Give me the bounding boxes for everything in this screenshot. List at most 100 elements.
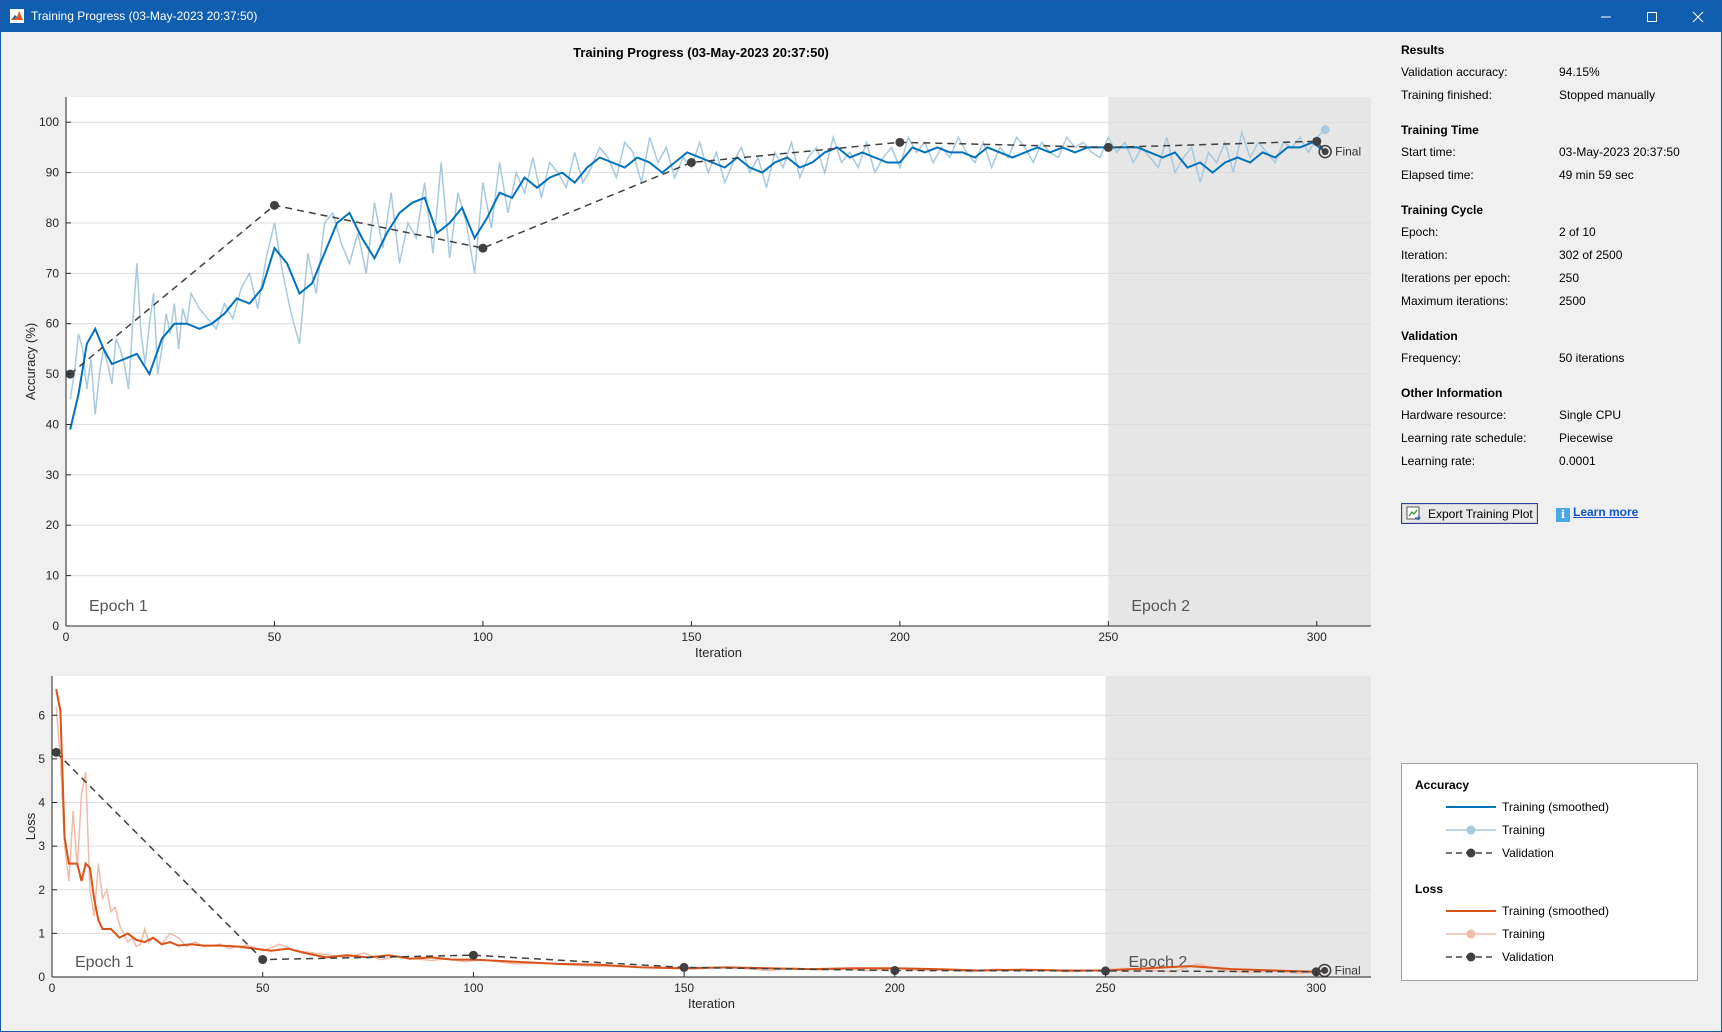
loss-training-smoothed-line: [55, 688, 1325, 973]
learning-rate-label: Learning rate:: [1401, 454, 1476, 468]
iteration-label: Iteration:: [1401, 248, 1448, 262]
export-training-plot-button[interactable]: Export Training Plot: [1401, 503, 1538, 524]
learning-rate-value: 0.0001: [1559, 454, 1596, 468]
loss-validation-point: [51, 747, 61, 757]
acc-y-tick-label: 20: [46, 518, 60, 532]
loss-y-tick-label: 5: [38, 752, 45, 766]
acc-x-tick-label: 300: [1307, 630, 1327, 644]
acc-x-tick-label: 0: [63, 630, 70, 644]
acc-validation-point: [1103, 142, 1113, 152]
loss-x-axis-label: Iteration: [688, 996, 735, 1011]
window-title: Training Progress (03-May-2023 20:37:50): [31, 9, 258, 23]
loss-y-tick-label: 4: [38, 796, 45, 810]
acc-final-marker-ring: [1318, 144, 1332, 159]
plot-title: Training Progress (03-May-2023 20:37:50): [573, 45, 829, 60]
acc-epoch-shade: [1108, 97, 1371, 626]
results-heading: Results: [1401, 43, 1445, 57]
minimize-icon: [1601, 16, 1611, 18]
frequency-value: 50 iterations: [1559, 351, 1625, 365]
legend-loss-validation-label: Validation: [1502, 950, 1554, 964]
loss-validation-line: [55, 751, 1325, 973]
loss-validation-point: [468, 950, 478, 960]
acc-y-tick-label: 10: [46, 569, 60, 583]
hardware-resource-label: Hardware resource:: [1401, 408, 1507, 422]
iterations-per-epoch-value: 250: [1559, 271, 1580, 285]
loss-validation-point: [679, 962, 689, 972]
acc-y-tick-label: 0: [52, 619, 59, 633]
acc-x-tick-label: 250: [1098, 630, 1118, 644]
validation-heading: Validation: [1401, 329, 1458, 343]
loss-y-tick-label: 2: [38, 883, 45, 897]
acc-validation-point: [269, 200, 279, 210]
loss-x-tick-label: 100: [463, 981, 483, 995]
epoch-label: Epoch:: [1401, 225, 1439, 239]
acc-x-tick-label: 100: [473, 630, 493, 644]
acc-validation-point: [686, 157, 696, 167]
acc-training-raw-line: [69, 129, 1326, 415]
title-bar[interactable]: Training Progress (03-May-2023 20:37:50): [1, 1, 1721, 32]
loss-x-tick-label: 0: [49, 981, 56, 995]
loss-epoch-shade: [1105, 676, 1371, 977]
acc-y-axis-label: Accuracy (%): [23, 323, 38, 400]
acc-epoch-label: Epoch 1: [89, 598, 148, 615]
loss-validation-point: [1101, 966, 1111, 976]
training-finished-label: Training finished:: [1401, 88, 1492, 102]
training-time-heading: Training Time: [1401, 123, 1479, 137]
loss-final-marker-ring: [1317, 963, 1332, 978]
learn-more-link[interactable]: i Learn more: [1556, 505, 1638, 522]
acc-validation-line: [69, 140, 1326, 375]
legend-acc-smoothed-label: Training (smoothed): [1502, 800, 1609, 814]
acc-validation-point: [895, 137, 905, 147]
acc-x-tick-label: 50: [268, 630, 282, 644]
training-plots: Training Progress (03-May-2023 20:37:50)…: [23, 45, 1371, 1011]
loss-x-tick-label: 250: [1095, 981, 1115, 995]
maximum-iterations-label: Maximum iterations:: [1401, 294, 1509, 308]
epoch-value: 2 of 10: [1559, 225, 1596, 239]
acc-epoch-label: Epoch 2: [1131, 598, 1190, 615]
maximize-icon: [1647, 12, 1657, 22]
learning-rate-schedule-label: Learning rate schedule:: [1401, 431, 1527, 445]
loss-validation-point: [890, 965, 900, 975]
legend-loss-validation-swatch: [1446, 952, 1496, 962]
acc-y-tick-label: 90: [46, 166, 60, 180]
acc-y-tick-label: 40: [46, 417, 60, 431]
loss-x-tick-label: 300: [1306, 981, 1326, 995]
export-plot-icon: [1406, 506, 1421, 521]
minimize-button[interactable]: [1583, 1, 1629, 32]
elapsed-time-value: 49 min 59 sec: [1559, 168, 1634, 182]
loss-y-tick-label: 3: [38, 839, 45, 853]
acc-y-tick-label: 60: [46, 317, 60, 331]
loss-y-tick-label: 0: [38, 970, 45, 984]
legend-loss-raw-label: Training: [1502, 927, 1545, 941]
acc-x-tick-label: 200: [890, 630, 910, 644]
validation-accuracy-label: Validation accuracy:: [1401, 65, 1508, 79]
legend-acc-validation-swatch: [1446, 848, 1496, 858]
maximum-iterations-value: 2500: [1559, 294, 1586, 308]
learning-rate-schedule-value: Piecewise: [1559, 431, 1614, 445]
legend-acc-raw-label: Training: [1502, 823, 1545, 837]
loss-y-tick-label: 1: [38, 926, 45, 940]
iterations-per-epoch-label: Iterations per epoch:: [1401, 271, 1511, 285]
export-training-plot-label: Export Training Plot: [1428, 507, 1533, 521]
training-finished-value: Stopped manually: [1559, 88, 1656, 102]
maximize-button[interactable]: [1629, 1, 1675, 32]
training-cycle-heading: Training Cycle: [1401, 203, 1484, 217]
info-icon: i: [1556, 508, 1570, 522]
legend-loss-raw-swatch: [1446, 929, 1496, 939]
accuracy-chart: Epoch 1 Epoch 2 Final 0 10 20 30 40 50 60 70 80 90 10…: [23, 97, 1371, 660]
acc-y-tick-label: 30: [46, 468, 60, 482]
legend-acc-validation-label: Validation: [1502, 846, 1554, 860]
acc-validation-point: [1312, 136, 1322, 146]
acc-last-training-point: [1320, 125, 1330, 135]
legend-loss-smoothed-label: Training (smoothed): [1502, 904, 1609, 918]
acc-final-label: Final: [1335, 145, 1361, 159]
loss-x-tick-label: 150: [674, 981, 694, 995]
matlab-logo-icon: [10, 9, 24, 23]
legend-acc-raw-swatch: [1446, 825, 1496, 835]
close-button[interactable]: [1675, 1, 1721, 32]
other-information-heading: Other Information: [1401, 386, 1503, 400]
acc-final-marker: [1321, 148, 1329, 156]
legend-accuracy-heading: Accuracy: [1415, 778, 1470, 792]
validation-accuracy-value: 94.15%: [1559, 65, 1600, 79]
